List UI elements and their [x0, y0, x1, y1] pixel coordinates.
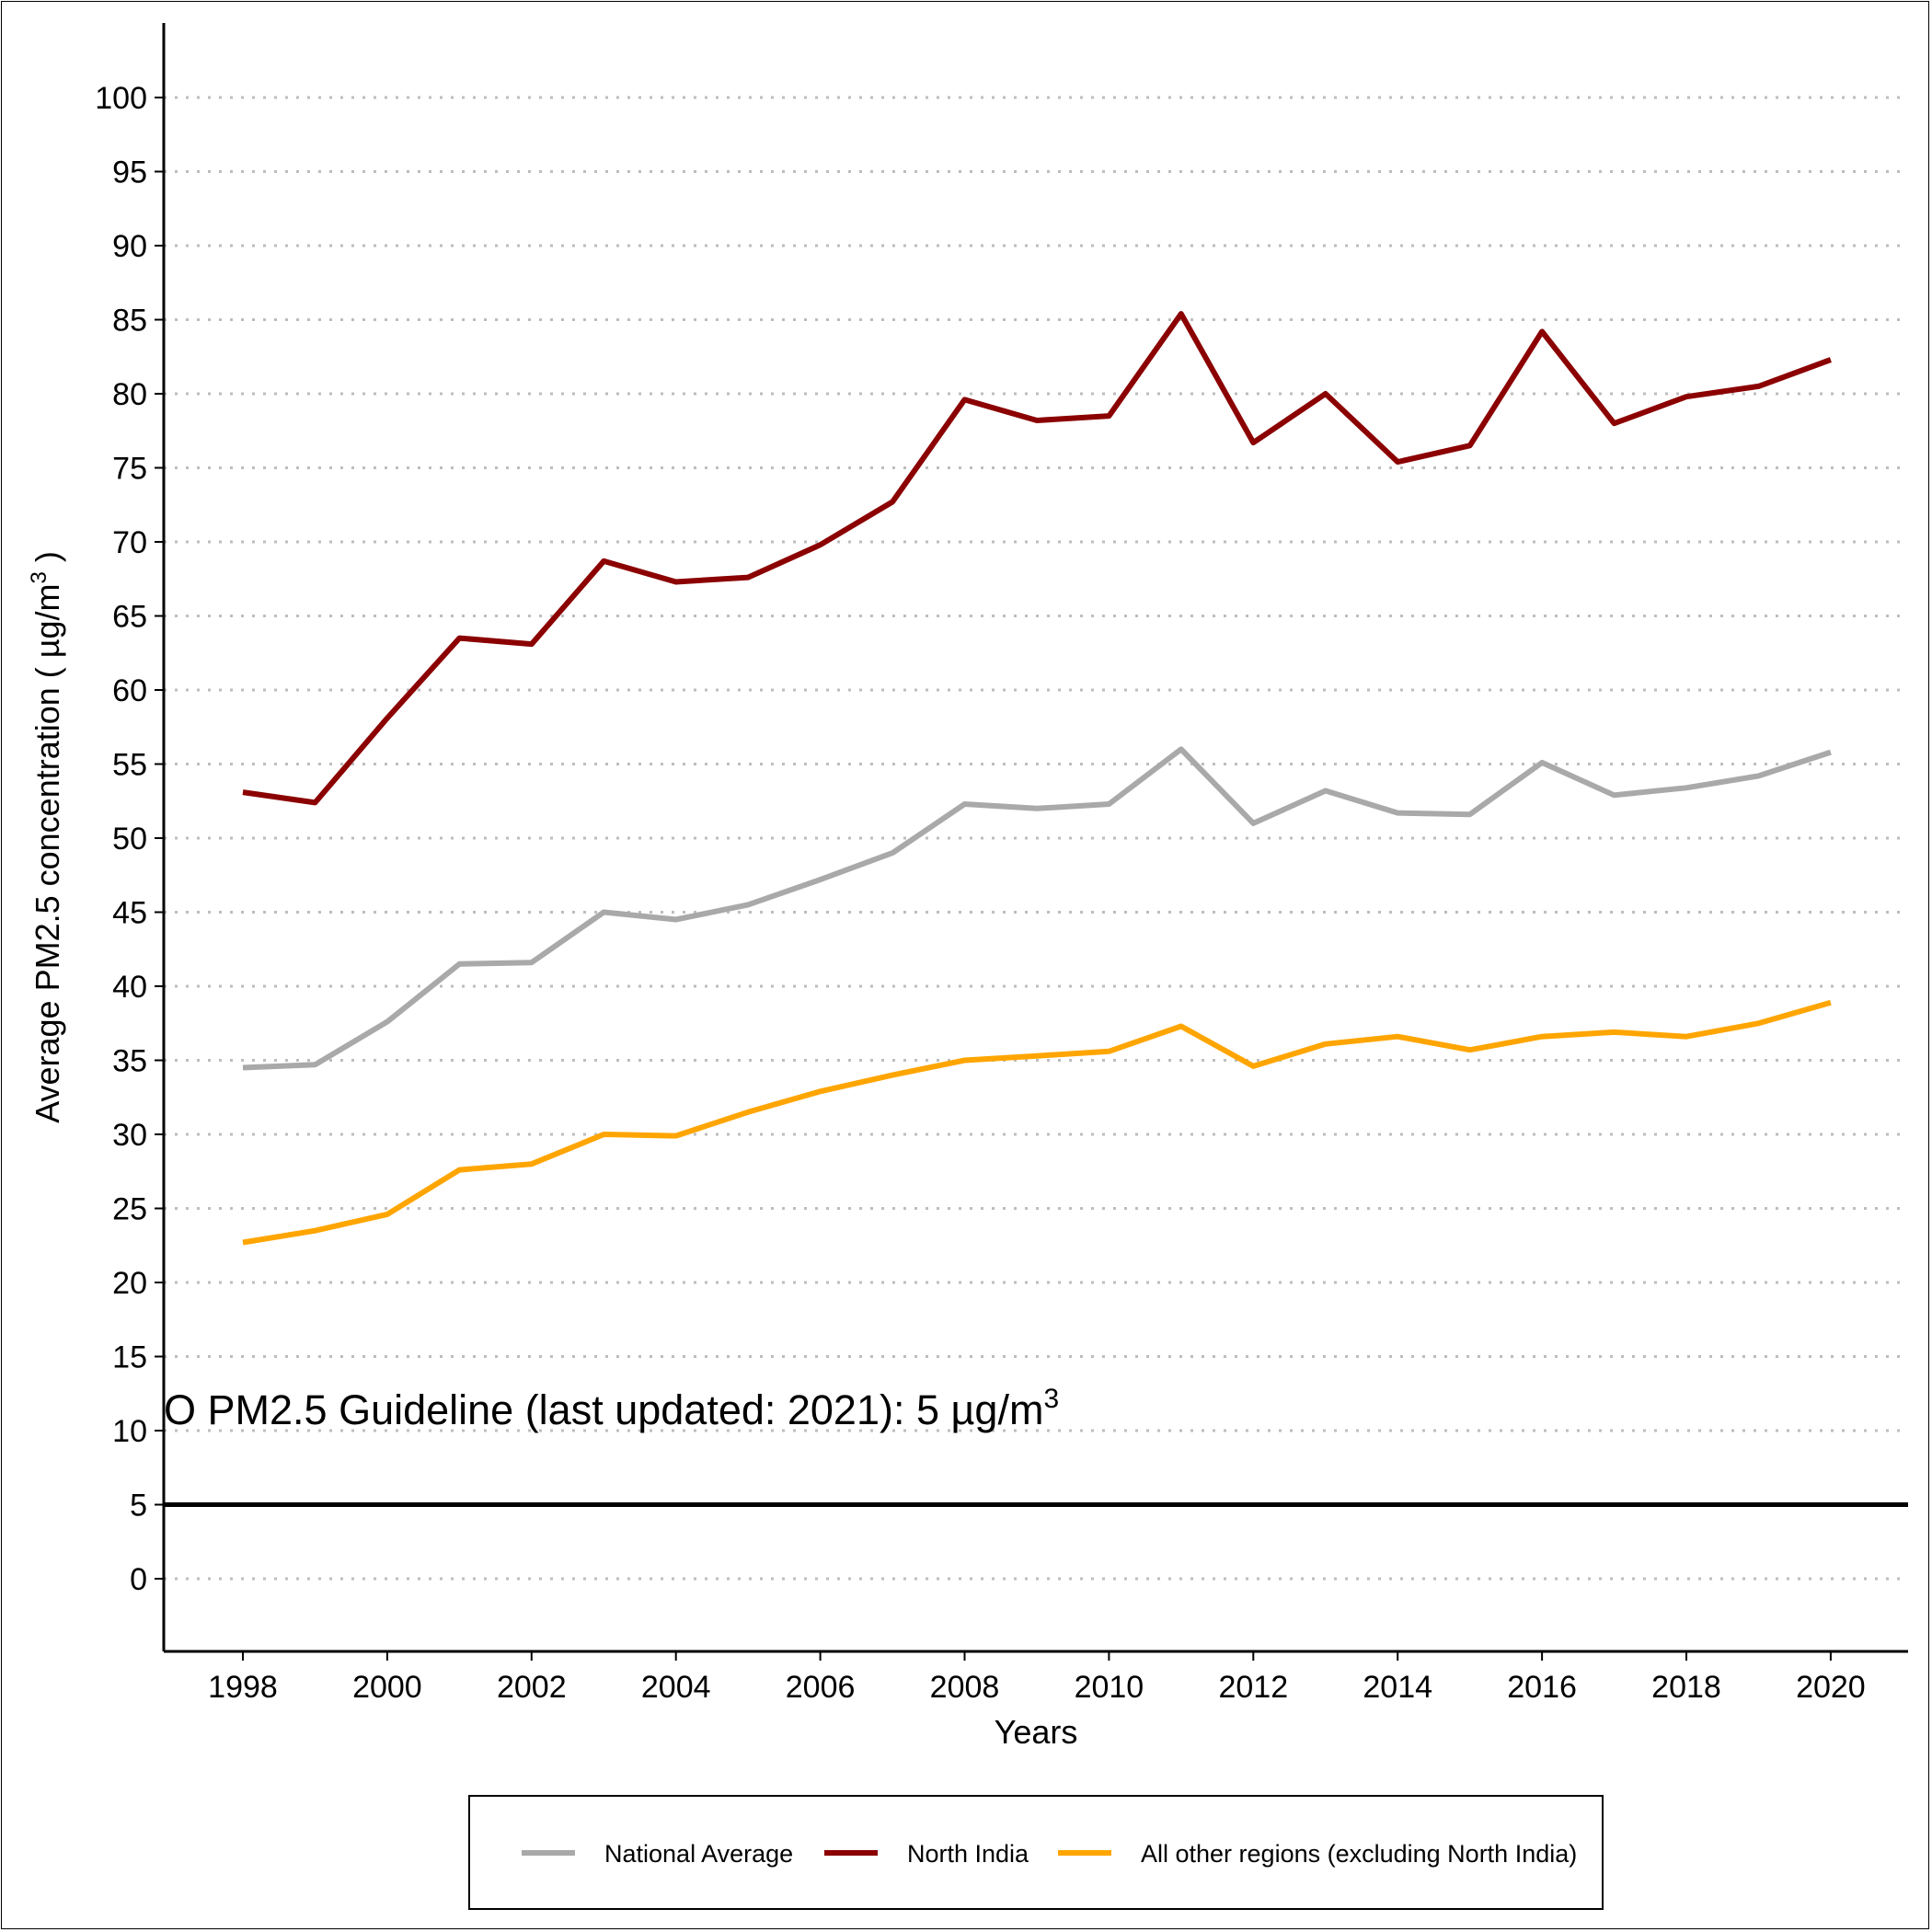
- x-tick-label-2006: 2006: [786, 1670, 856, 1705]
- series-line-0: [242, 746, 1832, 1071]
- x-tick-label-2002: 2002: [497, 1670, 567, 1705]
- y-tick-label-35: 35: [112, 1044, 147, 1079]
- y-axis-title-text: Average PM2.5 concentration ( µg/m: [29, 583, 66, 1122]
- y-tick-label-100: 100: [95, 81, 147, 116]
- y-tick-label-30: 30: [112, 1118, 147, 1153]
- y-tick-label-65: 65: [112, 600, 147, 635]
- y-tick-label-60: 60: [112, 673, 147, 708]
- y-tick-label-5: 5: [130, 1489, 147, 1524]
- x-tick-label-2018: 2018: [1651, 1670, 1721, 1705]
- series-line-2: [242, 999, 1832, 1246]
- legend-box: [468, 1795, 1604, 1910]
- y-tick-label-55: 55: [112, 748, 147, 783]
- y-axis-title-superscript: 3: [27, 571, 52, 583]
- x-tick-label-2000: 2000: [352, 1670, 422, 1705]
- x-tick-label-2010: 2010: [1075, 1670, 1144, 1705]
- y-tick-label-75: 75: [112, 452, 147, 487]
- gridlines: [164, 96, 1908, 1581]
- guideline-annotation-superscript: 3: [1043, 1384, 1059, 1414]
- y-tick-label-0: 0: [130, 1562, 147, 1597]
- y-tick-label-95: 95: [112, 155, 147, 190]
- y-tick-label-25: 25: [112, 1192, 147, 1227]
- x-tick-label-2014: 2014: [1363, 1670, 1432, 1705]
- y-tick-label-50: 50: [112, 822, 147, 857]
- legend-label-1: North India: [907, 1840, 1029, 1868]
- legend-label-0: National Average: [604, 1840, 793, 1868]
- y-tick-label-80: 80: [112, 377, 147, 412]
- x-axis-title: Years: [995, 1713, 1078, 1751]
- y-axis-title-suffix: ): [29, 551, 66, 571]
- y-tick-label-70: 70: [112, 525, 147, 560]
- guideline-reference: O PM2.5 Guideline (last updated: 2021): …: [164, 1384, 1908, 1507]
- y-tick-label-45: 45: [112, 896, 147, 931]
- legend-items: National Average North India All other reg…: [522, 1840, 1577, 1868]
- legend-label-2: All other regions (excluding North India…: [1141, 1840, 1577, 1868]
- y-ticks: 0 5 10 15 20 25 30 35 40 45 50 55 60 65 70 75 80 85 90 95 10…: [95, 81, 164, 1597]
- x-tick-label-2016: 2016: [1507, 1670, 1577, 1705]
- y-tick-label-40: 40: [112, 970, 147, 1005]
- y-axis-title: Average PM2.5 concentration ( µg/m3 ): [27, 551, 66, 1123]
- guideline-annotation: O PM2.5 Guideline (last updated: 2021): …: [164, 1384, 1059, 1433]
- y-tick-label-10: 10: [112, 1414, 147, 1449]
- x-tick-label-2004: 2004: [641, 1670, 711, 1705]
- y-tick-label-85: 85: [112, 304, 147, 339]
- x-tick-label-2008: 2008: [930, 1670, 1000, 1705]
- y-tick-label-15: 15: [112, 1340, 147, 1375]
- y-tick-label-90: 90: [112, 229, 147, 264]
- guideline-annotation-text: O PM2.5 Guideline (last updated: 2021): …: [164, 1386, 1043, 1433]
- x-tick-label-2012: 2012: [1218, 1670, 1288, 1705]
- x-ticks: 1998 2000 2002 2004 2006 2008 2010 2012 2014 2016…: [208, 1651, 1866, 1705]
- series-lines: [242, 311, 1832, 1246]
- legend: National Average North India All other reg…: [468, 1795, 1604, 1910]
- x-tick-label-2020: 2020: [1796, 1670, 1866, 1705]
- x-tick-label-1998: 1998: [208, 1670, 278, 1705]
- y-tick-label-20: 20: [112, 1266, 147, 1301]
- series-line-1: [242, 311, 1832, 806]
